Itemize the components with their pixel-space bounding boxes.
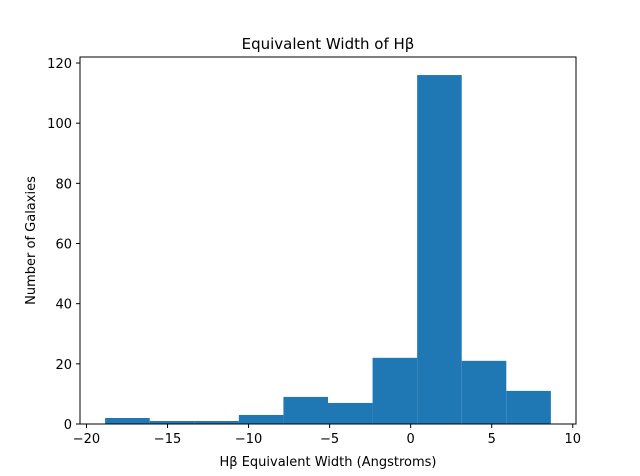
histogram-bar [372,357,418,424]
chart-title: Equivalent Width of Hβ [242,35,415,53]
x-tick-label: 0 [407,432,415,447]
x-tick-label: −10 [235,432,262,447]
x-tick-label: −20 [73,432,100,447]
y-tick-label: 80 [55,177,72,192]
y-tick-label: 120 [47,57,72,72]
plot-area-frame [79,56,577,425]
y-tick-label: 20 [55,358,72,373]
histogram-bar [506,390,551,424]
histogram-bar [461,360,507,424]
histogram-bar [328,402,373,424]
x-tick-label: 5 [488,432,496,447]
x-tick-label: −15 [154,432,181,447]
histogram-bar [149,420,195,424]
y-tick-label: 0 [64,418,72,433]
x-axis-ticks: −20 −15 −10 −5 0 5 10 [73,424,581,447]
y-axis-label: Number of Galaxies [24,176,39,305]
histogram-bar [238,414,284,424]
histogram-bar [417,75,462,424]
histogram-bar [194,420,239,424]
y-tick-label: 40 [55,298,72,313]
y-axis-ticks: 0 20 40 60 80 100 120 [47,57,80,433]
y-tick-label: 60 [55,238,72,253]
x-tick-label: 10 [564,432,581,447]
bars-group [105,75,551,424]
histogram-bar [105,417,150,424]
x-tick-label: −5 [320,432,339,447]
y-tick-label: 100 [47,117,72,132]
x-axis-label: Hβ Equivalent Width (Angstroms) [219,455,436,470]
histogram-bar [283,396,328,424]
